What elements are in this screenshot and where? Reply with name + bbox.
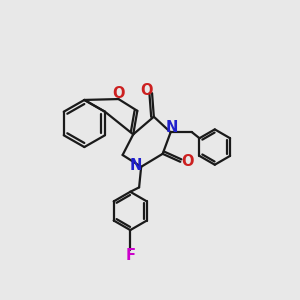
Text: O: O (112, 86, 125, 101)
Text: F: F (125, 248, 135, 263)
Text: N: N (166, 119, 178, 134)
Text: O: O (182, 154, 194, 169)
Text: O: O (140, 83, 153, 98)
Text: N: N (130, 158, 142, 173)
